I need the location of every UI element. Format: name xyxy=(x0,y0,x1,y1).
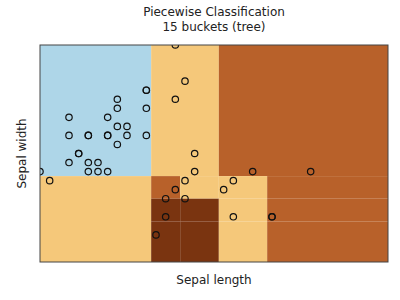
point xyxy=(182,78,188,84)
point xyxy=(143,87,149,93)
title-line: 15 buckets (tree) xyxy=(162,20,265,34)
point xyxy=(104,132,110,138)
point xyxy=(143,105,149,111)
chart: Piecewise Classification15 buckets (tree… xyxy=(0,0,400,300)
point xyxy=(230,214,236,220)
point xyxy=(269,214,275,220)
point xyxy=(85,159,91,165)
title: Piecewise Classification15 buckets (tree… xyxy=(143,5,285,34)
point xyxy=(75,150,81,156)
point xyxy=(104,114,110,120)
plot-frame xyxy=(40,45,388,262)
y-axis-label: Sepal width xyxy=(15,118,29,188)
point xyxy=(182,196,188,202)
point xyxy=(114,123,120,129)
region xyxy=(219,176,267,199)
point xyxy=(85,132,91,138)
point xyxy=(66,114,72,120)
point xyxy=(95,159,101,165)
point xyxy=(153,232,159,238)
point xyxy=(191,150,197,156)
point xyxy=(114,96,120,102)
point xyxy=(143,87,149,93)
point xyxy=(124,132,130,138)
point xyxy=(191,168,197,174)
point xyxy=(172,96,178,102)
region xyxy=(267,199,388,222)
point xyxy=(104,132,110,138)
point xyxy=(182,177,188,183)
x-axis-label: Sepal length xyxy=(176,273,251,287)
region xyxy=(180,221,219,262)
point xyxy=(162,214,168,220)
region xyxy=(151,221,180,262)
point xyxy=(104,168,110,174)
point xyxy=(114,105,120,111)
region xyxy=(219,221,267,262)
region xyxy=(267,221,388,262)
point xyxy=(66,159,72,165)
point xyxy=(162,196,168,202)
point xyxy=(307,168,313,174)
point xyxy=(172,186,178,192)
region xyxy=(151,45,219,176)
point xyxy=(249,168,255,174)
region xyxy=(40,45,151,176)
region xyxy=(219,199,267,222)
point xyxy=(230,177,236,183)
region xyxy=(267,176,388,199)
region xyxy=(40,176,151,262)
point xyxy=(85,168,91,174)
point xyxy=(85,132,91,138)
title-line: Piecewise Classification xyxy=(143,5,285,19)
point xyxy=(124,123,130,129)
point xyxy=(143,132,149,138)
point xyxy=(46,177,52,183)
region xyxy=(219,45,388,176)
point xyxy=(269,214,275,220)
point xyxy=(75,150,81,156)
plot-area xyxy=(40,45,388,262)
point xyxy=(220,186,226,192)
point xyxy=(114,141,120,147)
point xyxy=(95,168,101,174)
point xyxy=(66,132,72,138)
